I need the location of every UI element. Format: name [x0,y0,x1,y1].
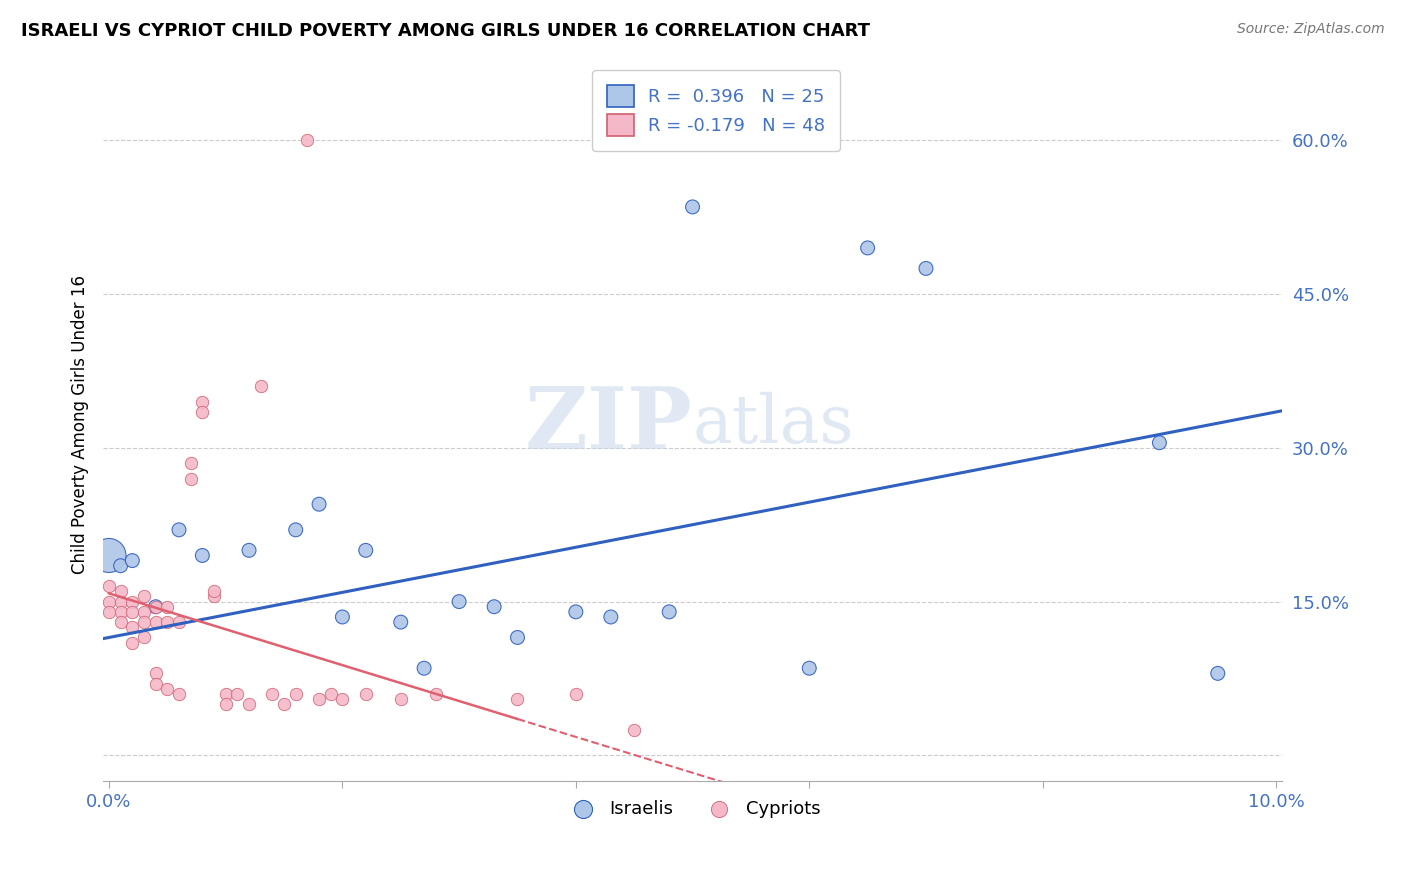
Point [167,687,190,701]
Point [389,615,412,629]
Point [180,472,202,486]
Point [156,599,179,614]
Point [145,615,167,629]
Point [132,590,155,604]
Point [226,687,249,701]
Point [506,631,529,645]
Point [856,241,879,255]
Point [623,723,645,737]
Point [167,615,190,629]
Point [132,631,155,645]
Point [110,615,132,629]
Point [145,676,167,690]
Point [565,687,588,701]
Point [97,594,120,608]
Point [121,635,143,649]
Point [506,692,529,706]
Point [110,594,132,608]
Text: ISRAELI VS CYPRIOT CHILD POVERTY AMONG GIRLS UNDER 16 CORRELATION CHART: ISRAELI VS CYPRIOT CHILD POVERTY AMONG G… [21,22,870,40]
Point [319,687,342,701]
Text: ZIP: ZIP [524,383,693,467]
Point [97,605,120,619]
Point [145,666,167,681]
Point [145,599,167,614]
Point [121,594,143,608]
Point [482,599,505,614]
Point [354,543,377,558]
Point [273,697,295,711]
Y-axis label: Child Poverty Among Girls Under 16: Child Poverty Among Girls Under 16 [72,276,89,574]
Point [167,523,190,537]
Point [97,579,120,593]
Point [425,687,447,701]
Point [110,558,132,573]
Point [682,200,704,214]
Point [308,497,330,511]
Point [332,692,354,706]
Point [132,605,155,619]
Point [121,553,143,567]
Point [191,549,214,563]
Point [145,599,167,614]
Point [191,394,214,409]
Point [121,605,143,619]
Point [284,523,307,537]
Point [238,697,260,711]
Point [202,584,225,599]
Point [249,379,271,393]
Point [413,661,436,675]
Point [799,661,821,675]
Legend: Israelis, Cypriots: Israelis, Cypriots [557,793,828,825]
Point [215,687,238,701]
Point [156,615,179,629]
Point [915,261,938,276]
Point [354,687,377,701]
Point [132,615,155,629]
Point [215,697,238,711]
Point [191,405,214,419]
Point [110,584,132,599]
Point [565,605,588,619]
Point [97,549,120,563]
Point [389,692,412,706]
Point [180,456,202,470]
Point [202,590,225,604]
Point [121,620,143,634]
Point [110,605,132,619]
Point [449,594,471,608]
Point [262,687,284,701]
Point [658,605,681,619]
Point [297,133,319,147]
Point [1149,435,1171,450]
Point [308,692,330,706]
Point [238,543,260,558]
Text: Source: ZipAtlas.com: Source: ZipAtlas.com [1237,22,1385,37]
Point [599,610,621,624]
Text: atlas: atlas [693,392,853,458]
Point [156,681,179,696]
Point [284,687,307,701]
Point [332,610,354,624]
Point [1206,666,1229,681]
